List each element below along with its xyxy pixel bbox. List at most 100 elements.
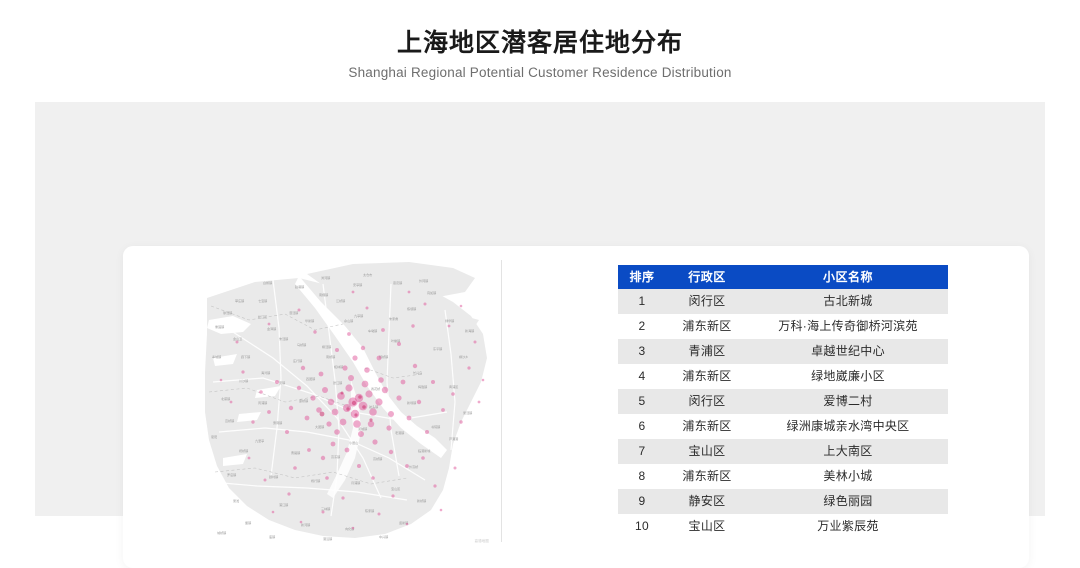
- column-header-district[interactable]: 行政区: [666, 265, 748, 289]
- svg-text:真如镇: 真如镇: [427, 290, 436, 295]
- cell-district: 浦东新区: [666, 364, 748, 389]
- map-attribution: 高德地图: [474, 539, 489, 543]
- shanghai-distribution-map[interactable]: 浏河镇 太仓市 嘉定镇 外冈镇 安亭镇 南翔镇 江桥镇 真如镇 莘庄镇 七宝镇 九亭镇 佘山…: [203, 262, 491, 544]
- cell-district: 闵行区: [666, 389, 748, 414]
- cell-district: 静安区: [666, 489, 748, 514]
- svg-text:南翔镇: 南翔镇: [319, 292, 328, 297]
- svg-text:佘山镇: 佘山镇: [344, 318, 353, 323]
- svg-text:庙镇: 庙镇: [269, 534, 275, 539]
- svg-text:新桥镇: 新桥镇: [417, 498, 426, 503]
- cell-name: 爱博二村: [748, 389, 948, 414]
- svg-text:夏阳: 夏阳: [211, 434, 217, 439]
- svg-text:杨行镇: 杨行镇: [311, 478, 320, 483]
- svg-text:九里亭: 九里亭: [255, 438, 264, 443]
- svg-text:叶榭镇: 叶榭镇: [391, 338, 400, 343]
- svg-text:白鹤镇: 白鹤镇: [263, 280, 272, 285]
- svg-text:老港镇: 老港镇: [395, 430, 404, 435]
- table-row[interactable]: 2 浦东新区 万科·海上传奇御桥河滨苑: [618, 314, 948, 339]
- table-row[interactable]: 8 浦东新区 美林小城: [618, 464, 948, 489]
- svg-text:华新镇: 华新镇: [305, 318, 314, 323]
- svg-text:祝桥镇: 祝桥镇: [239, 448, 248, 453]
- svg-text:嘉定镇: 嘉定镇: [393, 280, 402, 285]
- cell-name: 上大南区: [748, 439, 948, 464]
- table-row[interactable]: 5 闵行区 爱博二村: [618, 389, 948, 414]
- svg-text:九亭镇: 九亭镇: [354, 313, 363, 318]
- cell-rank: 2: [618, 314, 666, 339]
- cell-rank: 5: [618, 389, 666, 414]
- svg-text:江桥镇: 江桥镇: [336, 298, 345, 303]
- cell-rank: 3: [618, 339, 666, 364]
- svg-text:朱家角: 朱家角: [389, 316, 398, 321]
- table-row[interactable]: 7 宝山区 上大南区: [618, 439, 948, 464]
- svg-text:吴淞: 吴淞: [233, 498, 239, 503]
- svg-text:梅陇镇: 梅陇镇: [418, 384, 427, 389]
- svg-text:海湾镇: 海湾镇: [261, 370, 270, 375]
- cell-name: 古北新城: [748, 289, 948, 314]
- svg-text:莘庄镇: 莘庄镇: [235, 298, 244, 303]
- svg-text:大团镇: 大团镇: [315, 424, 324, 429]
- svg-text:松江区: 松江区: [258, 314, 267, 319]
- svg-text:外高桥: 外高桥: [409, 464, 418, 469]
- table-row[interactable]: 9 静安区 绿色丽园: [618, 489, 948, 514]
- svg-text:小昆山: 小昆山: [349, 440, 358, 445]
- svg-text:川沙镇: 川沙镇: [239, 378, 248, 383]
- svg-text:柘林镇: 柘林镇: [334, 364, 343, 369]
- cell-rank: 7: [618, 439, 666, 464]
- svg-text:北蔡镇: 北蔡镇: [221, 396, 230, 401]
- svg-text:重固镇: 重固镇: [215, 324, 224, 329]
- svg-text:青浦区: 青浦区: [449, 384, 458, 389]
- svg-text:竖新镇: 竖新镇: [399, 520, 408, 525]
- svg-text:顾村镇: 顾村镇: [269, 474, 278, 479]
- svg-text:罗店镇: 罗店镇: [227, 472, 236, 477]
- svg-text:宝山区: 宝山区: [391, 486, 400, 491]
- svg-text:徐泾镇: 徐泾镇: [223, 310, 232, 315]
- svg-text:赵巷镇: 赵巷镇: [295, 284, 304, 289]
- svg-text:练塘镇: 练塘镇: [407, 306, 416, 311]
- svg-text:金泽镇: 金泽镇: [267, 326, 276, 331]
- cell-district: 浦东新区: [666, 314, 748, 339]
- cell-rank: 1: [618, 289, 666, 314]
- page-subtitle: Shanghai Regional Potential Customer Res…: [348, 65, 732, 81]
- svg-text:月浦镇: 月浦镇: [351, 480, 360, 485]
- svg-text:太仓市: 太仓市: [363, 272, 372, 277]
- table-row[interactable]: 1 闵行区 古北新城: [618, 289, 948, 314]
- svg-text:七宝镇: 七宝镇: [258, 298, 267, 303]
- cell-rank: 10: [618, 514, 666, 539]
- cell-district: 浦东新区: [666, 464, 748, 489]
- table-header-row: 排序 行政区 小区名称: [618, 265, 948, 289]
- svg-text:外冈镇: 外冈镇: [419, 278, 428, 283]
- table-row[interactable]: 10 宝山区 万业紫辰苑: [618, 514, 948, 539]
- svg-text:吴泾镇: 吴泾镇: [463, 410, 472, 415]
- cell-name: 卓越世纪中心: [748, 339, 948, 364]
- column-header-rank[interactable]: 排序: [618, 265, 666, 289]
- cell-rank: 9: [618, 489, 666, 514]
- cell-name: 绿洲康城亲水湾中央区: [748, 414, 948, 439]
- svg-text:泥城镇: 泥城镇: [358, 426, 367, 431]
- svg-text:临港新城: 临港新城: [418, 448, 430, 453]
- svg-text:四团镇: 四团镇: [306, 376, 315, 381]
- table-row[interactable]: 4 浦东新区 绿地崴廉小区: [618, 364, 948, 389]
- section-divider: [501, 260, 502, 542]
- svg-text:朱泾镇: 朱泾镇: [279, 336, 288, 341]
- svg-text:康桥镇: 康桥镇: [299, 398, 308, 403]
- svg-text:泗泾镇: 泗泾镇: [289, 310, 298, 315]
- cell-district: 青浦区: [666, 339, 748, 364]
- svg-text:车墩镇: 车墩镇: [368, 328, 377, 333]
- cell-name: 万科·海上传奇御桥河滨苑: [748, 314, 948, 339]
- svg-text:堡镇: 堡镇: [245, 520, 251, 525]
- svg-text:南桥镇: 南桥镇: [326, 354, 335, 359]
- svg-text:宣桥镇: 宣桥镇: [225, 418, 234, 423]
- svg-text:高东镇: 高东镇: [331, 454, 340, 459]
- cell-rank: 6: [618, 414, 666, 439]
- svg-text:香花桥: 香花桥: [371, 386, 380, 391]
- table-row[interactable]: 6 浦东新区 绿洲康城亲水湾中央区: [618, 414, 948, 439]
- cell-name: 万业紫辰苑: [748, 514, 948, 539]
- cell-name: 美林小城: [748, 464, 948, 489]
- svg-text:马桥镇: 马桥镇: [297, 342, 306, 347]
- cell-rank: 8: [618, 464, 666, 489]
- svg-text:安亭镇: 安亭镇: [353, 282, 362, 287]
- svg-text:廊下镇: 廊下镇: [241, 354, 250, 359]
- svg-text:新场镇: 新场镇: [407, 400, 416, 405]
- column-header-name[interactable]: 小区名称: [748, 265, 948, 289]
- table-row[interactable]: 3 青浦区 卓越世纪中心: [618, 339, 948, 364]
